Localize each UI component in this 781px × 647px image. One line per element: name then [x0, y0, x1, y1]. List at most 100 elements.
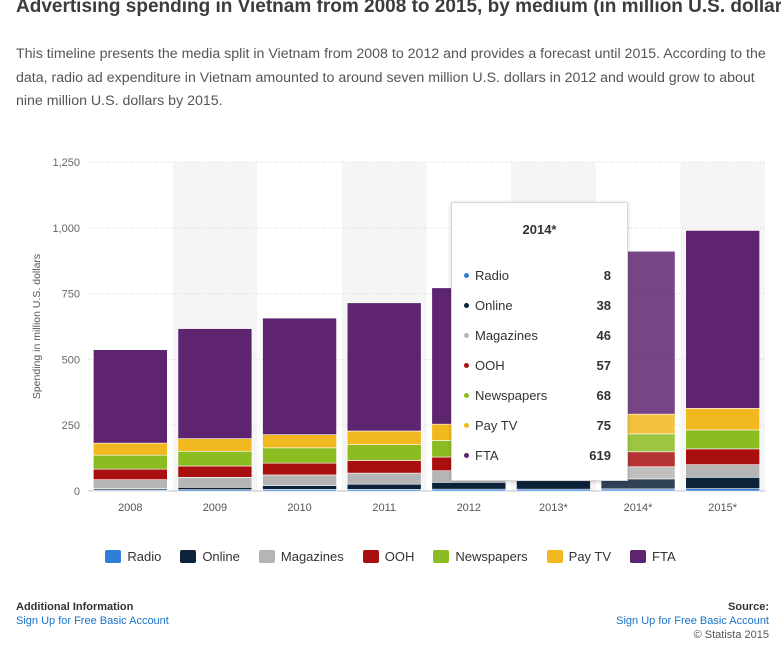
tooltip-value: 619	[589, 447, 611, 463]
bar-segment-newspapers	[685, 429, 760, 450]
tooltip-value: 38	[596, 297, 611, 313]
bar-segment-ooh	[93, 468, 168, 480]
bar-segment-magazines	[346, 472, 422, 485]
legend-label-radio: Radio	[127, 549, 162, 564]
chart-tooltip: 2014* Radio 8 Online 38 Magazines 46 OOH…	[451, 202, 628, 481]
bar-segment-pay-tv	[346, 430, 422, 445]
bar-segment-online	[346, 483, 422, 490]
bar-segment-ooh	[685, 448, 760, 465]
bar-segment-newspapers	[346, 444, 422, 461]
additional-info-link[interactable]: Sign Up for Free Basic Account	[16, 615, 169, 627]
bar-segment-newspapers	[177, 450, 253, 467]
tooltip-label: Online	[475, 297, 513, 313]
bar-segment-magazines	[93, 479, 168, 489]
x-tick-label: 2008	[118, 502, 142, 514]
tooltip-value: 68	[596, 387, 611, 403]
legend-swatch-newspapers	[433, 550, 450, 563]
source-link[interactable]: Sign Up for Free Basic Account	[616, 615, 769, 627]
tooltip-value: 57	[596, 357, 611, 373]
source-heading: Source:	[728, 601, 769, 613]
tooltip-label: FTA	[475, 447, 499, 463]
chart-legend: Radio Online Magazines OOH Newspapers Pa…	[0, 549, 781, 564]
legend-swatch-ooh	[362, 550, 379, 563]
tooltip-label: Magazines	[475, 327, 538, 343]
x-tick-label: 2013*	[539, 502, 568, 514]
tooltip-dot-icon	[464, 452, 469, 458]
bar-segment-fta	[177, 328, 253, 439]
legend-item-ooh[interactable]: OOH	[362, 549, 415, 564]
tooltip-row-ooh: OOH 57	[464, 355, 611, 375]
bar-segment-ooh	[177, 465, 253, 478]
bar-segment-ooh	[346, 460, 422, 474]
legend-swatch-magazines	[258, 550, 275, 563]
tooltip-label: Radio	[475, 267, 509, 283]
tooltip-row-radio: Radio 8	[464, 265, 611, 285]
bar-segment-radio	[685, 488, 760, 492]
y-tick-label: 0	[74, 486, 80, 498]
x-tick-label: 2009	[203, 502, 227, 514]
legend-label-ooh: OOH	[384, 549, 415, 564]
tooltip-value: 8	[603, 267, 611, 283]
legend-item-newspapers[interactable]: Newspapers	[433, 549, 528, 564]
bar-segment-online	[685, 477, 760, 489]
legend-item-fta[interactable]: FTA	[630, 549, 676, 564]
tooltip-dot-icon	[464, 422, 469, 428]
stacked-bar-chart: 0 250 500 750 1,000 1,250 Spending in million …	[31, 157, 765, 514]
y-tick-label: 1,000	[52, 223, 80, 235]
bar-segment-magazines	[177, 477, 253, 488]
bar-segment-pay-tv	[93, 442, 168, 456]
legend-label-online: Online	[202, 549, 240, 564]
bar-segment-newspapers	[262, 447, 337, 464]
legend-swatch-fta	[630, 550, 647, 563]
bar-segment-magazines	[262, 474, 337, 486]
bar-segment-online	[177, 487, 253, 490]
legend-item-pay-tv[interactable]: Pay TV	[546, 549, 612, 564]
y-tick-label: 1,250	[52, 157, 80, 169]
page-title: Advertising spending in Vietnam from 200…	[16, 0, 781, 17]
tooltip-row-fta: FTA 619	[464, 445, 611, 465]
bar-segment-online	[431, 482, 507, 490]
bar-segment-pay-tv	[177, 438, 253, 452]
legend-swatch-online	[180, 550, 197, 563]
legend-item-magazines[interactable]: Magazines	[258, 549, 344, 564]
x-tick-label: 2015*	[708, 502, 737, 514]
tooltip-label: Newspapers	[475, 387, 548, 403]
bar-segment-magazines	[685, 464, 760, 478]
y-tick-label: 250	[62, 420, 80, 432]
bar-segment-newspapers	[93, 454, 168, 470]
bar-segment-online	[262, 485, 337, 490]
tooltip-title: 2014*	[522, 222, 557, 237]
legend-label-pay-tv: Pay TV	[568, 549, 612, 564]
tooltip-row-newspapers: Newspapers 68	[464, 385, 611, 405]
tooltip-dot-icon	[464, 392, 469, 398]
legend-label-magazines: Magazines	[280, 549, 344, 564]
bar-segment-pay-tv	[262, 434, 337, 449]
x-tick-label: 2012	[457, 502, 481, 514]
bar-segment-fta	[93, 349, 168, 444]
bar-segment-fta	[346, 302, 422, 432]
chart-description: This timeline presents the media split i…	[16, 46, 766, 109]
bar-segment-ooh	[262, 462, 337, 476]
bar-segment-radio	[600, 488, 676, 492]
x-tick-label: 2010	[287, 502, 311, 514]
tooltip-dot-icon	[464, 332, 469, 338]
tooltip-dot-icon	[464, 302, 469, 308]
additional-info-heading: Additional Information	[16, 601, 134, 613]
bar-segment-pay-tv	[685, 408, 760, 431]
legend-item-radio[interactable]: Radio	[105, 549, 161, 564]
bar-segment-online	[516, 480, 591, 490]
y-tick-label: 750	[62, 289, 80, 301]
legend-swatch-pay-tv	[546, 550, 563, 563]
legend-item-online[interactable]: Online	[180, 549, 240, 564]
tooltip-value: 75	[596, 417, 611, 433]
tooltip-row-pay-tv: Pay TV 75	[464, 415, 611, 435]
tooltip-row-magazines: Magazines 46	[464, 325, 611, 345]
legend-label-fta: FTA	[652, 549, 676, 564]
y-axis-title: Spending in million U.S. dollars	[31, 254, 43, 399]
tooltip-label: OOH	[475, 357, 505, 373]
copyright-text: © Statista 2015	[693, 629, 769, 641]
x-tick-label: 2014*	[624, 502, 653, 514]
tooltip-dot-icon	[464, 362, 469, 368]
legend-label-newspapers: Newspapers	[455, 549, 528, 564]
tooltip-dot-icon	[464, 272, 469, 278]
